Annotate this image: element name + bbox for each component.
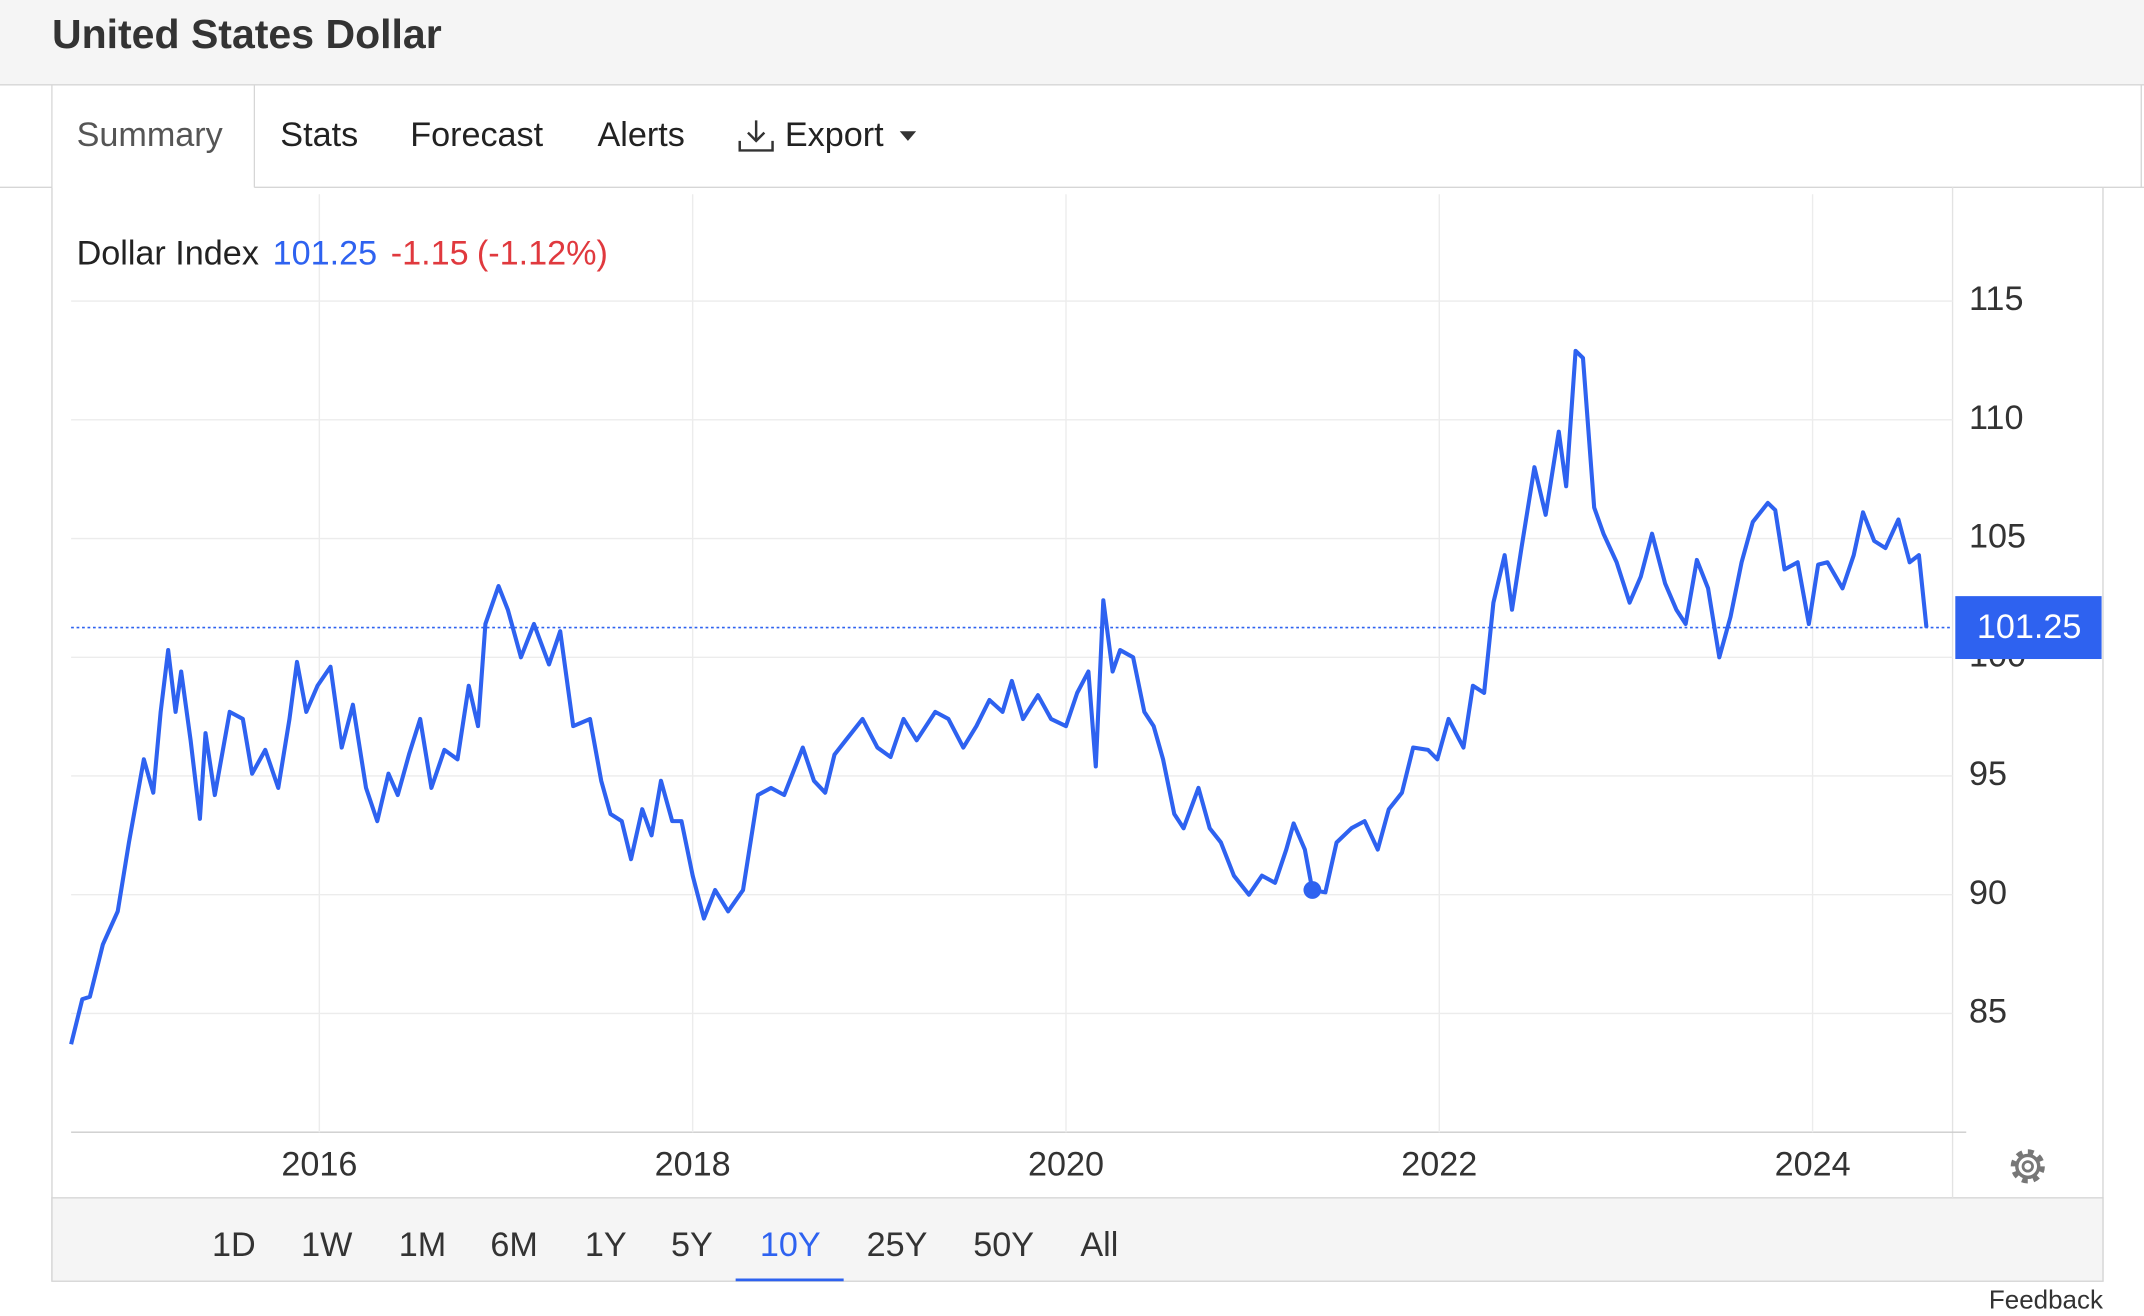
x-tick-label: 2020 bbox=[1028, 1145, 1104, 1183]
active-tab bbox=[52, 85, 254, 189]
page-title: United States Dollar bbox=[52, 11, 442, 57]
x-tick-label: 2022 bbox=[1401, 1145, 1477, 1183]
range-button[interactable]: 6M bbox=[490, 1226, 537, 1264]
header-bar bbox=[0, 0, 2144, 85]
x-tick-label: 2016 bbox=[281, 1145, 357, 1183]
legend-item: Dollar Index bbox=[77, 235, 259, 273]
gear-ring bbox=[2015, 1153, 2041, 1180]
legend-item: 101.25 bbox=[273, 235, 378, 273]
y-tick-label: 85 bbox=[1969, 992, 2007, 1030]
range-button[interactable]: 50Y bbox=[973, 1226, 1034, 1264]
y-tick-label: 115 bbox=[1969, 280, 2023, 318]
tab[interactable]: Export bbox=[785, 116, 884, 154]
current-value-label: 101.25 bbox=[1977, 608, 2082, 646]
range-button[interactable]: 1M bbox=[399, 1226, 446, 1264]
y-tick-label: 105 bbox=[1969, 518, 2026, 556]
range-button[interactable]: All bbox=[1080, 1226, 1118, 1264]
series-line bbox=[69, 348, 1929, 1045]
x-tick-label: 2018 bbox=[655, 1145, 731, 1183]
gear-hub bbox=[2021, 1160, 2034, 1173]
range-button[interactable]: 5Y bbox=[671, 1226, 713, 1264]
range-button[interactable]: 25Y bbox=[867, 1226, 928, 1264]
y-tick-label: 95 bbox=[1969, 755, 2007, 793]
y-tick-label: 90 bbox=[1969, 874, 2007, 912]
tab[interactable]: Forecast bbox=[410, 116, 543, 154]
current-value-box bbox=[1955, 596, 2102, 660]
range-button[interactable]: 1W bbox=[301, 1226, 353, 1264]
range-button[interactable]: 10Y bbox=[760, 1226, 821, 1264]
legend-item: (-1.12%) bbox=[477, 235, 608, 273]
settings-icon[interactable] bbox=[2010, 1149, 2045, 1184]
y-tick-label: 110 bbox=[1969, 399, 2023, 437]
range-button[interactable]: 1Y bbox=[585, 1226, 627, 1264]
dropdown-caret bbox=[899, 131, 917, 141]
hover-point bbox=[1303, 881, 1322, 899]
tab[interactable]: Summary bbox=[77, 116, 224, 154]
x-tick-label: 2024 bbox=[1775, 1145, 1851, 1183]
range-bar bbox=[51, 1197, 2104, 1282]
tab[interactable]: Alerts bbox=[598, 116, 685, 154]
legend-item: -1.15 bbox=[391, 235, 469, 273]
range-button[interactable]: 1D bbox=[212, 1226, 256, 1264]
tab[interactable]: Stats bbox=[280, 116, 358, 154]
export-icon bbox=[738, 120, 774, 152]
feedback-link[interactable]: Feedback bbox=[1989, 1285, 2104, 1315]
legend: Dollar Index 101.25 -1.15 (-1.12%) bbox=[77, 235, 608, 273]
